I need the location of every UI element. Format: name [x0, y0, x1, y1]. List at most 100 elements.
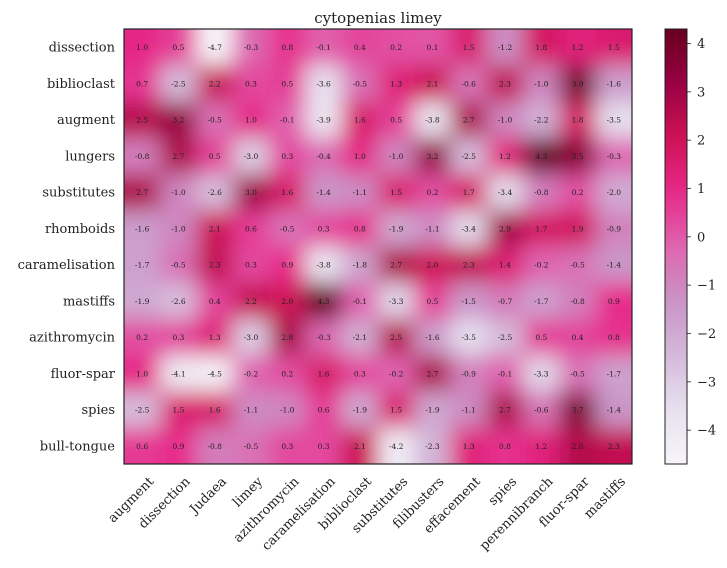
heatmap-cell: [305, 137, 343, 175]
colorbar: [665, 29, 687, 464]
heatmap-cell: [595, 210, 632, 247]
heatmap-cell: [124, 210, 161, 247]
cell-value-label: 0.5: [426, 297, 438, 306]
cell-value-label: -0.5: [171, 261, 186, 270]
y-axis-labels: dissection biblioclast augment lungers subst…: [18, 41, 116, 455]
cell-value-label: -0.5: [353, 79, 368, 88]
heatmap-cell: [269, 282, 306, 320]
colorbar-tick-label: −4: [697, 424, 716, 439]
cell-value-label: 0.3: [245, 261, 257, 270]
heatmap-cell: [305, 174, 343, 211]
cell-value-label: 3.9: [572, 79, 584, 88]
cell-value-label: 1.5: [172, 406, 184, 415]
heatmap-cell: [486, 101, 524, 139]
heatmap-cell: [450, 391, 488, 429]
heatmap-cell: [160, 29, 198, 66]
heatmap-cell: [160, 246, 198, 284]
heatmap-cell: [378, 355, 415, 392]
heatmap-cell: [559, 29, 597, 66]
cell-value-label: -4.7: [207, 43, 222, 52]
heatmap-cell: [124, 137, 161, 175]
cell-value-label: 3.7: [572, 406, 584, 415]
cell-value-label: 0.8: [281, 43, 293, 52]
cell-value-label: 2.9: [499, 224, 511, 233]
heatmap-cell: [160, 282, 198, 320]
heatmap-cell: [559, 427, 597, 464]
cell-value-label: 0.5: [172, 43, 184, 52]
heatmap-cell: [269, 427, 306, 464]
cell-value-label: -1.7: [607, 369, 622, 378]
heatmap-cell: [378, 65, 415, 102]
heatmap-cell: [486, 65, 524, 102]
y-tick-label: azithromycin: [29, 331, 116, 346]
heatmap-cell: [232, 65, 270, 102]
heatmap-cell: [305, 29, 343, 66]
cell-value-label: 1.0: [245, 116, 257, 125]
heatmap-cell: [559, 391, 597, 429]
cell-value-label: 0.3: [318, 224, 330, 233]
heatmap-cell: [414, 427, 452, 464]
cell-value-label: -0.7: [498, 297, 513, 306]
heatmap-cell: [232, 282, 270, 320]
cell-value-label: -3.3: [389, 297, 404, 306]
cell-value-label: -1.5: [461, 297, 476, 306]
cell-value-label: 1.3: [463, 442, 475, 451]
y-tick-label: fluor-spar: [51, 367, 116, 382]
cell-value-label: 1.5: [390, 406, 402, 415]
cell-value-label: 1.9: [572, 224, 584, 233]
cell-value-label: 0.9: [281, 261, 293, 270]
cell-value-label: -1.9: [135, 297, 150, 306]
heatmap-cell: [450, 101, 488, 139]
cell-value-label: 0.7: [136, 79, 148, 88]
y-tick-label: augment: [57, 113, 116, 128]
heatmap-cell: [378, 174, 415, 211]
cell-value-label: 1.0: [136, 369, 148, 378]
cell-value-label: -4.2: [389, 442, 404, 451]
cell-value-label: 0.5: [209, 152, 221, 161]
cell-value-label: 0.3: [281, 442, 293, 451]
cell-value-label: -1.7: [135, 261, 150, 270]
heatmap-cell: [124, 246, 161, 284]
heatmap-cell: [269, 391, 306, 429]
cell-value-label: -1.0: [498, 116, 513, 125]
heatmap-cell: [378, 391, 415, 429]
cell-value-label: 1.3: [209, 333, 221, 342]
y-tick-label: biblioclast: [47, 77, 116, 92]
cell-value-label: -2.5: [171, 79, 186, 88]
heatmap-cell: [523, 137, 560, 175]
heatmap-cell: [305, 246, 343, 284]
heatmap-cell: [341, 174, 379, 211]
cell-value-label: 2.2: [209, 79, 221, 88]
cell-value-label: 0.5: [390, 116, 402, 125]
heatmap-cell: [450, 246, 488, 284]
heatmap-cell: [523, 319, 560, 356]
heatmap-cell: [124, 29, 161, 66]
cell-value-label: -2.5: [498, 333, 513, 342]
cell-value-label: -1.4: [316, 188, 331, 197]
colorbar-ticks: −4 −3 −2 −1 0 1 2 3 4: [687, 37, 716, 439]
cell-value-label: 1.8: [535, 43, 547, 52]
heatmap-cell: [523, 29, 560, 66]
chart-title: cytopenias limey: [314, 9, 442, 27]
heatmap-cell: [559, 210, 597, 247]
cell-value-label: 2.0: [426, 261, 438, 270]
cell-value-label: 1.8: [572, 116, 584, 125]
cell-value-label: -4.1: [171, 369, 185, 378]
cell-value-label: -2.2: [534, 116, 549, 125]
heatmap-cell: [269, 355, 306, 392]
heatmap-cell: [341, 65, 379, 102]
heatmap-cell: [523, 282, 560, 320]
heatmap-cell: [378, 101, 415, 139]
heatmap-cell: [378, 246, 415, 284]
heatmap-cell: [305, 355, 343, 392]
cell-value-label: -0.1: [498, 369, 512, 378]
x-tick-label: spies: [486, 474, 520, 508]
cell-value-label: -0.3: [316, 333, 331, 342]
heatmap-cell: [232, 174, 270, 211]
cell-value-label: 0.3: [318, 442, 330, 451]
cell-value-label: 0.4: [209, 297, 221, 306]
cell-value-label: -1.0: [171, 188, 186, 197]
heatmap-cell: [232, 137, 270, 175]
cell-value-label: -0.8: [570, 297, 585, 306]
cell-value-label: -1.6: [135, 224, 150, 233]
